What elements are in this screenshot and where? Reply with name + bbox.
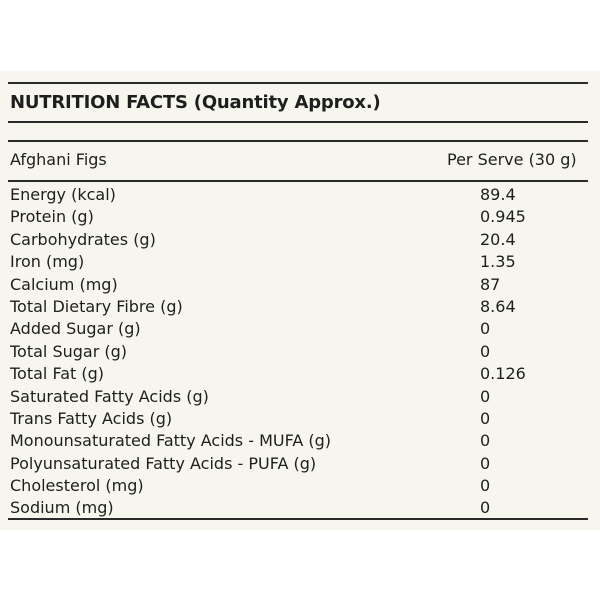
nutrient-value: 0.945 — [480, 207, 526, 227]
nutrient-value: 8.64 — [480, 296, 516, 316]
title-bottom-rule — [8, 121, 588, 123]
table-row: Monounsaturated Fatty Acids - MUFA (g) 0 — [0, 430, 600, 452]
nutrient-value: 0 — [480, 386, 491, 406]
nutrient-value: 20.4 — [480, 229, 516, 249]
table-row: Protein (g) 0.945 — [0, 206, 600, 228]
nutrient-value: 0 — [480, 319, 491, 339]
nutrient-label: Cholesterol (mg) — [10, 476, 144, 496]
table-row: Polyunsaturated Fatty Acids - PUFA (g) 0 — [0, 453, 600, 475]
table-row: Sodium (mg) 0 — [0, 497, 600, 519]
nutrient-value: 0 — [480, 341, 491, 361]
table-row: Total Dietary Fibre (g) 8.64 — [0, 296, 600, 318]
nutrient-label: Trans Fatty Acids (g) — [10, 408, 173, 428]
table-row: Energy (kcal) 89.4 — [0, 184, 600, 206]
nutrient-label: Energy (kcal) — [10, 185, 116, 204]
table-row: Total Fat (g) 0.126 — [0, 363, 600, 385]
top-rule — [8, 82, 588, 84]
table-row: Added Sugar (g) 0 — [0, 318, 600, 340]
nutrient-label: Total Dietary Fibre (g) — [10, 296, 183, 316]
nutrient-label: Added Sugar (g) — [10, 319, 141, 339]
nutrient-label: Carbohydrates (g) — [10, 229, 156, 249]
nutrient-value: 0 — [480, 453, 491, 473]
table-row: Trans Fatty Acids (g) 0 — [0, 408, 600, 430]
table-row: Saturated Fatty Acids (g) 0 — [0, 386, 600, 408]
table-row: Cholesterol (mg) 0 — [0, 475, 600, 497]
serving-size-header: Per Serve (30 g) — [447, 150, 577, 169]
nutrition-title: NUTRITION FACTS (Quantity Approx.) — [10, 92, 381, 113]
nutrient-value: 0 — [480, 476, 491, 496]
nutrient-list: Energy (kcal) 89.4 Protein (g) 0.945 Car… — [0, 184, 600, 520]
nutrient-label: Sodium (mg) — [10, 498, 114, 518]
nutrient-value: 89.4 — [480, 185, 516, 204]
nutrient-label: Total Sugar (g) — [10, 341, 128, 361]
nutrient-value: 0 — [480, 431, 491, 451]
table-row: Calcium (mg) 87 — [0, 274, 600, 296]
table-row: Iron (mg) 1.35 — [0, 251, 600, 273]
table-row: Carbohydrates (g) 20.4 — [0, 229, 600, 251]
nutrient-label: Saturated Fatty Acids (g) — [10, 386, 209, 406]
bottom-rule — [8, 518, 588, 520]
nutrient-label: Calcium (mg) — [10, 274, 118, 294]
nutrient-value: 0 — [480, 408, 491, 428]
nutrient-label: Polyunsaturated Fatty Acids - PUFA (g) — [10, 453, 317, 473]
nutrient-value: 0.126 — [480, 364, 526, 384]
header-top-rule — [8, 140, 588, 142]
nutrient-value: 0 — [480, 498, 491, 518]
product-name-header: Afghani Figs — [10, 150, 107, 169]
nutrient-label: Total Fat (g) — [10, 364, 104, 384]
nutrient-label: Protein (g) — [10, 207, 94, 227]
nutrient-value: 87 — [480, 274, 501, 294]
nutrient-value: 1.35 — [480, 252, 516, 272]
nutrient-label: Iron (mg) — [10, 252, 85, 272]
nutrient-label: Monounsaturated Fatty Acids - MUFA (g) — [10, 431, 332, 451]
table-row: Total Sugar (g) 0 — [0, 341, 600, 363]
header-bottom-rule — [8, 180, 588, 182]
nutrition-facts-panel — [0, 71, 600, 530]
